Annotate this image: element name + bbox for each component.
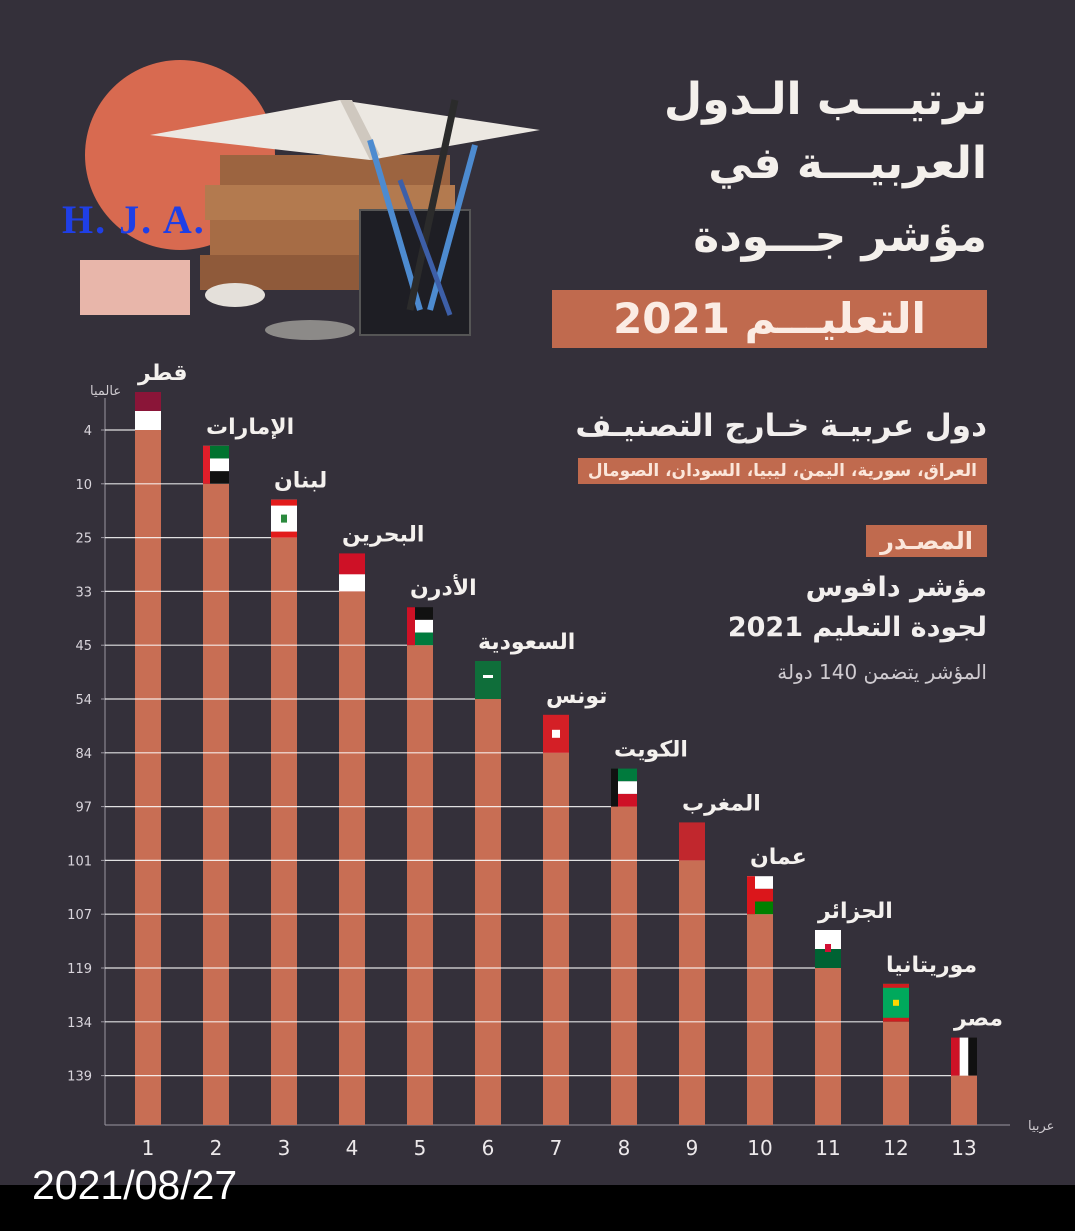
- title-line-1: ترتيـــب الـدول: [664, 74, 987, 125]
- x-tick-label: 9: [686, 1136, 699, 1160]
- bar: [611, 806, 637, 1125]
- x-axis-label: عربيا: [1028, 1119, 1054, 1134]
- qatar-flag-icon: [135, 392, 161, 430]
- x-tick-label: 7: [550, 1136, 563, 1160]
- saudi-flag-icon: [475, 661, 501, 699]
- bar: [339, 591, 365, 1125]
- y-tick-label: 84: [75, 747, 92, 762]
- y-tick-label: 139: [67, 1070, 92, 1085]
- books-illustration: [80, 60, 540, 340]
- bahrain-flag-icon: [339, 553, 365, 592]
- bar: [271, 537, 297, 1125]
- egypt-flag-icon: [951, 1037, 977, 1076]
- y-tick-label: 45: [75, 639, 92, 654]
- algeria-flag-icon: [815, 930, 841, 968]
- country-label: مصر: [953, 1007, 1003, 1032]
- oman-flag-icon: [747, 876, 773, 915]
- x-tick-label: 12: [883, 1136, 908, 1160]
- mauritania-flag-icon: [883, 983, 909, 1022]
- country-label: تونس: [546, 684, 607, 709]
- x-tick-label: 6: [482, 1136, 495, 1160]
- morocco-flag-icon: [679, 822, 705, 861]
- source-note: المؤشر يتضمن 140 دولة: [777, 660, 987, 684]
- y-tick-label: 4: [84, 424, 92, 439]
- bar: [951, 1075, 977, 1125]
- y-tick-label: 33: [75, 585, 92, 600]
- bar: [883, 1021, 909, 1125]
- outside-ranking-title: دول عربيـة خـارج التصنيـف: [575, 408, 987, 444]
- title-line-3: مؤشر جـــودة: [693, 211, 987, 262]
- title-line-2: العربيـــة في: [708, 138, 987, 189]
- y-axis-label: عالميا: [90, 384, 121, 399]
- bar: [135, 430, 161, 1125]
- source-line-2: لجودة التعليم 2021: [727, 612, 987, 643]
- country-label: لبنان: [274, 469, 327, 494]
- x-tick-label: 1: [142, 1136, 155, 1160]
- bar: [747, 914, 773, 1125]
- x-tick-label: 10: [747, 1136, 772, 1160]
- kuwait-flag-icon: [611, 768, 637, 807]
- y-tick-label: 54: [75, 693, 92, 708]
- x-tick-label: 13: [951, 1136, 976, 1160]
- uae-flag-icon: [203, 445, 229, 484]
- country-label: قطر: [137, 361, 188, 386]
- lebanon-flag-icon: [271, 499, 297, 538]
- y-tick-label: 107: [67, 908, 92, 923]
- bar: [543, 752, 569, 1125]
- ranking-chart: عالمياعربيا41025334554849710110711913413…: [67, 361, 1054, 1160]
- title-line-4: التعليـــم 2021: [552, 290, 987, 348]
- date-stamp: 2021/08/27: [32, 1162, 238, 1208]
- country-label: الجزائر: [817, 899, 893, 924]
- infographic-poster: H. J. A. ترتيـــب الـدول العربيـــة في م…: [0, 0, 1075, 1185]
- country-label: الإمارات: [206, 415, 294, 440]
- bar: [475, 699, 501, 1125]
- bar: [815, 968, 841, 1125]
- country-label: موريتانيا: [886, 953, 977, 978]
- country-label: المغرب: [682, 791, 761, 816]
- x-tick-label: 4: [346, 1136, 359, 1160]
- country-label: الأدرن: [410, 573, 477, 601]
- bar: [203, 483, 229, 1125]
- x-tick-label: 11: [815, 1136, 840, 1160]
- y-tick-label: 134: [67, 1016, 92, 1031]
- y-tick-label: 119: [67, 962, 92, 977]
- outside-ranking-list: العراق، سورية، اليمن، ليبيا، السودان، ال…: [577, 458, 987, 484]
- y-tick-label: 10: [75, 478, 92, 493]
- y-tick-label: 101: [67, 854, 92, 869]
- country-label: عمان: [750, 845, 807, 870]
- y-tick-label: 25: [75, 532, 92, 547]
- source-label: المصـدر: [866, 525, 987, 557]
- bar: [679, 860, 705, 1125]
- bar: [407, 645, 433, 1125]
- x-tick-label: 8: [618, 1136, 631, 1160]
- country-label: الكويت: [614, 738, 688, 763]
- tunisia-flag-icon: [543, 714, 569, 753]
- x-tick-label: 3: [278, 1136, 291, 1160]
- jordan-flag-icon: [407, 607, 433, 646]
- x-tick-label: 5: [414, 1136, 427, 1160]
- country-label: السعودية: [478, 630, 575, 655]
- y-tick-label: 97: [75, 801, 92, 816]
- country-label: البحرين: [342, 522, 424, 547]
- x-tick-label: 2: [210, 1136, 223, 1160]
- watermark: H. J. A.: [62, 197, 206, 242]
- source-line-1: مؤشر دافوس: [805, 572, 987, 603]
